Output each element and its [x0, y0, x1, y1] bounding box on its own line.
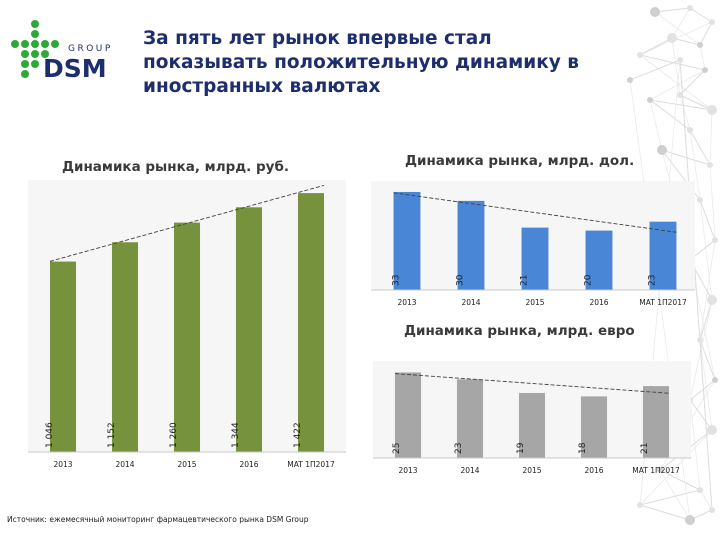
network-node — [707, 162, 713, 168]
eur-x-tick-label: 2015 — [522, 466, 541, 475]
usd-bar-value-label: 30 — [455, 274, 465, 286]
eur-bar-value-label: 23 — [454, 443, 464, 454]
usd-x-tick-label: 2015 — [525, 298, 544, 307]
dsm-group-logo: GROUP DSM — [11, 20, 113, 83]
logo-dots-cross-icon — [11, 20, 59, 78]
chart-eur: Динамика рынка, млрд. евро 25 2013 23 2014 19… — [373, 323, 691, 475]
network-node — [657, 145, 667, 155]
eur-bar — [394, 372, 422, 458]
eur-x-tick-label: 2014 — [460, 466, 479, 475]
rub-x-tick-label: 2016 — [239, 460, 258, 469]
rub-bar-value-label: 1 046 — [45, 422, 55, 448]
network-node — [702, 67, 708, 73]
rub-bar — [173, 222, 201, 452]
eur-bar-value-label: 19 — [516, 442, 526, 454]
network-node — [657, 467, 663, 473]
usd-chart-title: Динамика рынка, млрд. дол. — [405, 153, 634, 169]
usd-bar — [585, 230, 613, 290]
usd-x-tick-label: MAT 1П2017 — [639, 298, 687, 307]
network-node — [687, 127, 693, 133]
network-node — [707, 295, 717, 305]
eur-bar-value-label: 25 — [392, 443, 402, 454]
network-node — [627, 77, 633, 83]
network-node — [697, 197, 703, 203]
rub-bar — [111, 242, 139, 452]
network-node — [697, 42, 703, 48]
eur-bar — [518, 392, 546, 458]
rub-x-tick-label: MAT 1П2017 — [287, 460, 335, 469]
rub-bar — [297, 193, 325, 452]
rub-bar-value-label: 1 344 — [231, 422, 241, 448]
slide-title: За пять лет рынок впервые стал показыват… — [143, 28, 579, 97]
network-node — [709, 507, 715, 513]
network-node — [687, 5, 693, 11]
eur-bar — [580, 396, 608, 458]
eur-trendline — [394, 373, 670, 394]
network-node — [667, 33, 677, 43]
rub-trendline — [49, 184, 325, 262]
network-node — [685, 515, 695, 525]
eur-bar — [456, 379, 484, 458]
network-node — [637, 52, 643, 58]
usd-bar-value-label: 20 — [583, 274, 593, 286]
usd-bar — [521, 227, 549, 290]
usd-bar — [393, 191, 421, 290]
usd-x-tick-label: 2013 — [397, 298, 416, 307]
network-node — [677, 92, 683, 98]
rub-bar — [235, 207, 263, 452]
usd-bar-value-label: 33 — [391, 275, 401, 286]
network-node — [709, 19, 715, 25]
network-node — [697, 337, 703, 343]
source-note: Источник: ежемесячный мониторинг фармаце… — [7, 515, 309, 524]
rub-bar-value-label: 1 152 — [107, 422, 117, 448]
rub-x-tick-label: 2013 — [53, 460, 72, 469]
rub-x-tick-label: 2015 — [177, 460, 196, 469]
chart-rub: Динамика рынка, млрд. руб. 1 046 2013 1 152… — [28, 159, 346, 469]
network-node — [712, 237, 718, 243]
eur-bar-value-label: 18 — [578, 442, 588, 454]
rub-bar — [49, 261, 77, 452]
rub-chart-title: Динамика рынка, млрд. руб. — [62, 159, 289, 175]
usd-bar — [649, 221, 677, 290]
logo-group-text: GROUP — [68, 44, 113, 54]
network-node — [707, 105, 717, 115]
usd-x-tick-label: 2016 — [589, 298, 608, 307]
chart-usd: Динамика рынка, млрд. дол. 33 2013 30 2014 21… — [371, 153, 695, 307]
logo-dsm-text: DSM — [43, 54, 107, 83]
usd-x-tick-label: 2014 — [461, 298, 480, 307]
network-node — [697, 487, 703, 493]
network-node — [707, 425, 717, 435]
usd-bar-value-label: 21 — [519, 275, 529, 286]
eur-bar — [642, 386, 670, 458]
eur-x-tick-label: 2016 — [584, 466, 603, 475]
rub-x-tick-label: 2014 — [115, 460, 134, 469]
usd-bar-value-label: 23 — [647, 275, 657, 286]
usd-bar — [457, 200, 485, 290]
rub-bar-value-label: 1 422 — [293, 422, 303, 448]
network-node — [712, 377, 718, 383]
network-node — [637, 502, 643, 508]
eur-x-tick-label: MAT 1П2017 — [632, 466, 680, 475]
eur-chart-title: Динамика рынка, млрд. евро — [404, 323, 635, 339]
network-node — [677, 57, 683, 63]
network-node — [647, 97, 653, 103]
eur-bar-value-label: 21 — [640, 443, 650, 454]
eur-x-tick-label: 2013 — [398, 466, 417, 475]
network-node — [650, 7, 660, 17]
rub-bar-value-label: 1 260 — [169, 422, 179, 448]
